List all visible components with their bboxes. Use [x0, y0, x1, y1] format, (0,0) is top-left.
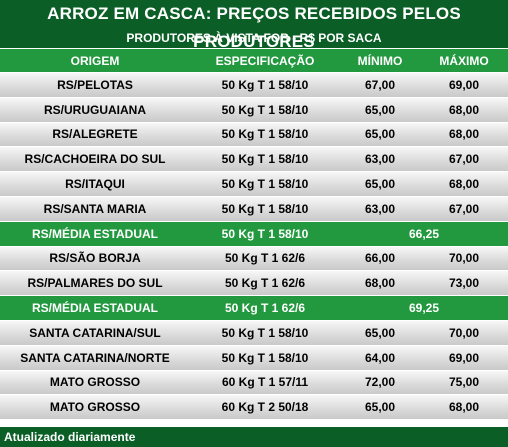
average-row: RS/MÉDIA ESTADUAL 50 Kg T 1 62/6 69,25	[0, 295, 508, 320]
cell-min: 65,00	[364, 102, 396, 117]
cell-spec: 50 Kg T 1 58/10	[221, 177, 309, 192]
cell-min: 64,00	[364, 350, 396, 365]
cell-min: 66,00	[364, 251, 396, 266]
cell-spec: 50 Kg T 1 58/10	[221, 102, 309, 117]
table-row: MATO GROSSO 60 Kg T 1 57/11 72,00 75,00	[0, 369, 508, 395]
table-row: RS/URUGUAIANA 50 Kg T 1 58/10 65,00 68,0…	[0, 96, 508, 122]
cell-origem: RS/URUGUAIANA	[44, 102, 146, 117]
cell-spec: 50 Kg T 1 62/6	[224, 251, 306, 266]
cell-max: 70,00	[448, 325, 480, 340]
cell-spec: 50 Kg T 1 58/10	[221, 201, 309, 216]
cell-min: 65,00	[364, 325, 396, 340]
table-row: MATO GROSSO 60 Kg T 2 50/18 65,00 68,00	[0, 394, 508, 420]
cell-min: 72,00	[364, 375, 396, 390]
cell-max: 68,00	[448, 177, 480, 192]
cell-average: 66,25	[408, 226, 440, 241]
cell-origem: SANTA CATARINA/NORTE	[20, 350, 170, 365]
table-row: RS/ALEGRETE 50 Kg T 1 58/10 65,00 68,00	[0, 121, 508, 147]
cell-origem: MATO GROSSO	[49, 375, 141, 390]
cell-spec: 50 Kg T 1 58/10	[221, 226, 309, 241]
cell-origem: RS/CACHOEIRA DO SUL	[24, 152, 166, 167]
cell-max: 67,00	[448, 201, 480, 216]
cell-origem: RS/SÃO BORJA	[49, 251, 141, 266]
cell-spec: 50 Kg T 1 58/10	[221, 325, 309, 340]
cell-min: 65,00	[364, 127, 396, 142]
footer-note: Atualizado diariamente	[0, 427, 508, 447]
cell-origem: RS/MÉDIA ESTADUAL	[32, 301, 158, 316]
cell-spec: 50 Kg T 1 58/10	[221, 77, 309, 92]
cell-min: 63,00	[364, 152, 396, 167]
cell-spec: 50 Kg T 1 58/10	[221, 350, 309, 365]
average-row: RS/MÉDIA ESTADUAL 50 Kg T 1 58/10 66,25	[0, 220, 508, 246]
cell-spec: 50 Kg T 1 62/6	[224, 301, 306, 316]
cell-max: 70,00	[448, 251, 480, 266]
cell-origem: SANTA CATARINA/SUL	[29, 325, 161, 340]
cell-min: 65,00	[364, 177, 396, 192]
table-row: SANTA CATARINA/SUL 50 Kg T 1 58/10 65,00…	[0, 319, 508, 345]
cell-origem: RS/SANTA MARIA	[43, 201, 147, 216]
cell-spec: 50 Kg T 1 58/10	[221, 152, 309, 167]
page-title: ARROZ EM CASCA: PREÇOS RECEBIDOS PELOS P…	[0, 0, 508, 51]
header-minimo: MÍNIMO	[357, 53, 403, 68]
cell-max: 73,00	[448, 276, 480, 291]
cell-spec: 60 Kg T 1 57/11	[221, 375, 309, 390]
table-row: RS/SÃO BORJA 50 Kg T 1 62/6 66,00 70,00	[0, 245, 508, 271]
cell-max: 68,00	[448, 127, 480, 142]
table-row: RS/PELOTAS 50 Kg T 1 58/10 67,00 69,00	[0, 72, 508, 97]
cell-max: 69,00	[448, 350, 480, 365]
cell-average: 69,25	[408, 301, 440, 316]
table-row: SANTA CATARINA/NORTE 50 Kg T 1 58/10 64,…	[0, 344, 508, 370]
table-header: ORIGEM ESPECIFICAÇÃO MÍNIMO MÁXIMO	[0, 48, 508, 72]
cell-max: 68,00	[448, 400, 480, 415]
cell-min: 68,00	[364, 276, 396, 291]
header-maximo: MÁXIMO	[439, 53, 489, 68]
cell-origem: RS/ALEGRETE	[52, 127, 138, 142]
header-origem: ORIGEM	[70, 53, 120, 68]
cell-origem: MATO GROSSO	[49, 400, 141, 415]
cell-min: 63,00	[364, 201, 396, 216]
table-row: RS/SANTA MARIA 50 Kg T 1 58/10 63,00 67,…	[0, 195, 508, 221]
table-row: RS/ITAQUI 50 Kg T 1 58/10 65,00 68,00	[0, 171, 508, 196]
page-subtitle: PRODUTORES À VISTA FOB - R$ POR SACA	[0, 28, 508, 48]
cell-max: 68,00	[448, 102, 480, 117]
cell-spec: 50 Kg T 1 62/6	[224, 276, 306, 291]
cell-min: 65,00	[364, 400, 396, 415]
header-especificacao: ESPECIFICAÇÃO	[215, 53, 315, 68]
cell-max: 69,00	[448, 77, 480, 92]
cell-max: 67,00	[448, 152, 480, 167]
table-row: RS/CACHOEIRA DO SUL 50 Kg T 1 58/10 63,0…	[0, 146, 508, 172]
cell-origem: RS/ITAQUI	[65, 177, 125, 192]
cell-min: 67,00	[364, 77, 396, 92]
cell-spec: 50 Kg T 1 58/10	[221, 127, 309, 142]
table-row: RS/PALMARES DO SUL 50 Kg T 1 62/6 68,00 …	[0, 270, 508, 296]
cell-spec: 60 Kg T 2 50/18	[221, 400, 309, 415]
cell-max: 75,00	[448, 375, 480, 390]
cell-origem: RS/MÉDIA ESTADUAL	[32, 226, 158, 241]
cell-origem: RS/PELOTAS	[57, 77, 133, 92]
cell-origem: RS/PALMARES DO SUL	[27, 276, 163, 291]
